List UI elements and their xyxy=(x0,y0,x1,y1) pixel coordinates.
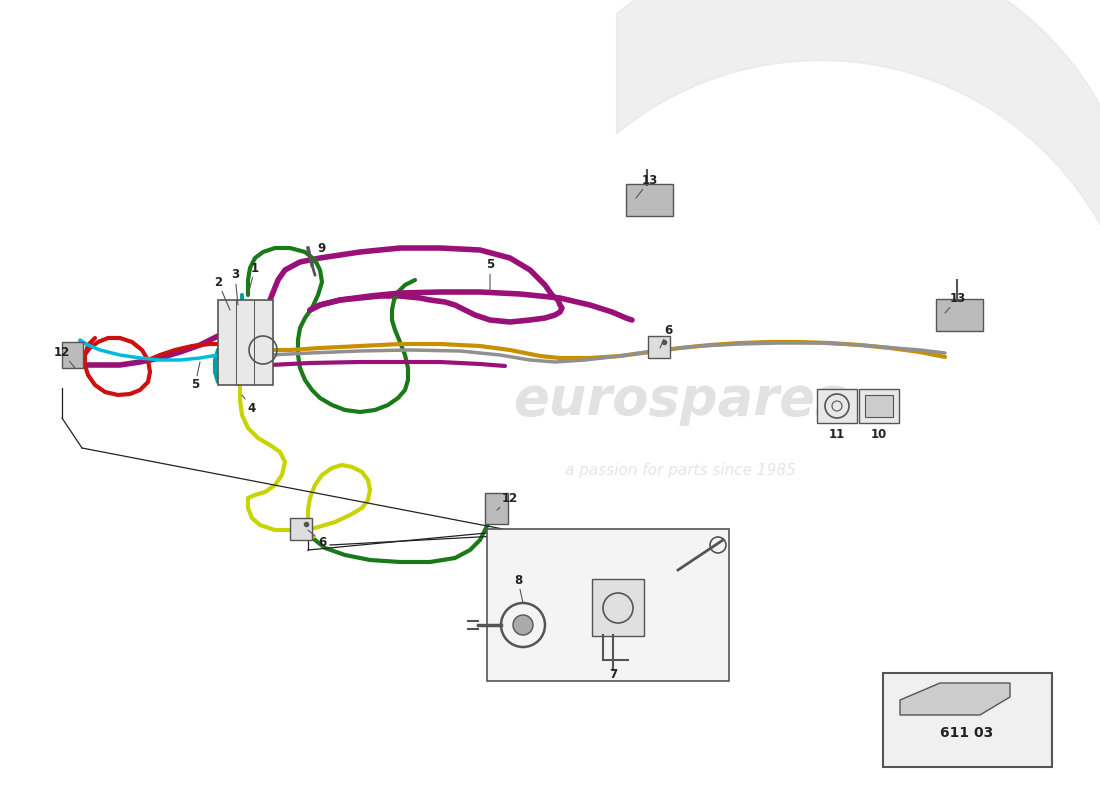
Text: 12: 12 xyxy=(497,491,518,510)
Text: 8: 8 xyxy=(514,574,522,603)
Text: 5: 5 xyxy=(486,258,494,293)
Text: 1: 1 xyxy=(248,262,260,295)
Text: 5: 5 xyxy=(191,362,200,391)
FancyBboxPatch shape xyxy=(865,395,893,417)
FancyBboxPatch shape xyxy=(883,673,1052,767)
Text: 611 03: 611 03 xyxy=(940,726,993,740)
Polygon shape xyxy=(900,683,1010,715)
Text: 6: 6 xyxy=(308,530,326,549)
FancyBboxPatch shape xyxy=(218,300,273,385)
FancyBboxPatch shape xyxy=(290,518,312,540)
FancyBboxPatch shape xyxy=(817,389,857,423)
Text: 2: 2 xyxy=(213,275,230,310)
Text: 7: 7 xyxy=(609,655,617,682)
FancyBboxPatch shape xyxy=(62,342,82,369)
Text: 11: 11 xyxy=(829,427,845,441)
FancyBboxPatch shape xyxy=(484,493,507,523)
Text: 13: 13 xyxy=(636,174,658,198)
FancyBboxPatch shape xyxy=(648,336,670,358)
FancyBboxPatch shape xyxy=(592,579,644,636)
Text: 12: 12 xyxy=(54,346,75,368)
Text: a passion for parts since 1985: a passion for parts since 1985 xyxy=(564,462,795,478)
Text: 10: 10 xyxy=(871,427,887,441)
FancyBboxPatch shape xyxy=(626,184,673,216)
Text: 6: 6 xyxy=(660,323,672,348)
FancyBboxPatch shape xyxy=(859,389,899,423)
FancyBboxPatch shape xyxy=(936,299,983,331)
Text: 4: 4 xyxy=(242,395,256,414)
Text: 13: 13 xyxy=(945,291,966,313)
Text: eurospares: eurospares xyxy=(514,374,847,426)
Circle shape xyxy=(513,615,534,635)
FancyBboxPatch shape xyxy=(487,529,729,681)
Text: 3: 3 xyxy=(231,269,239,305)
Text: 9: 9 xyxy=(312,242,326,265)
